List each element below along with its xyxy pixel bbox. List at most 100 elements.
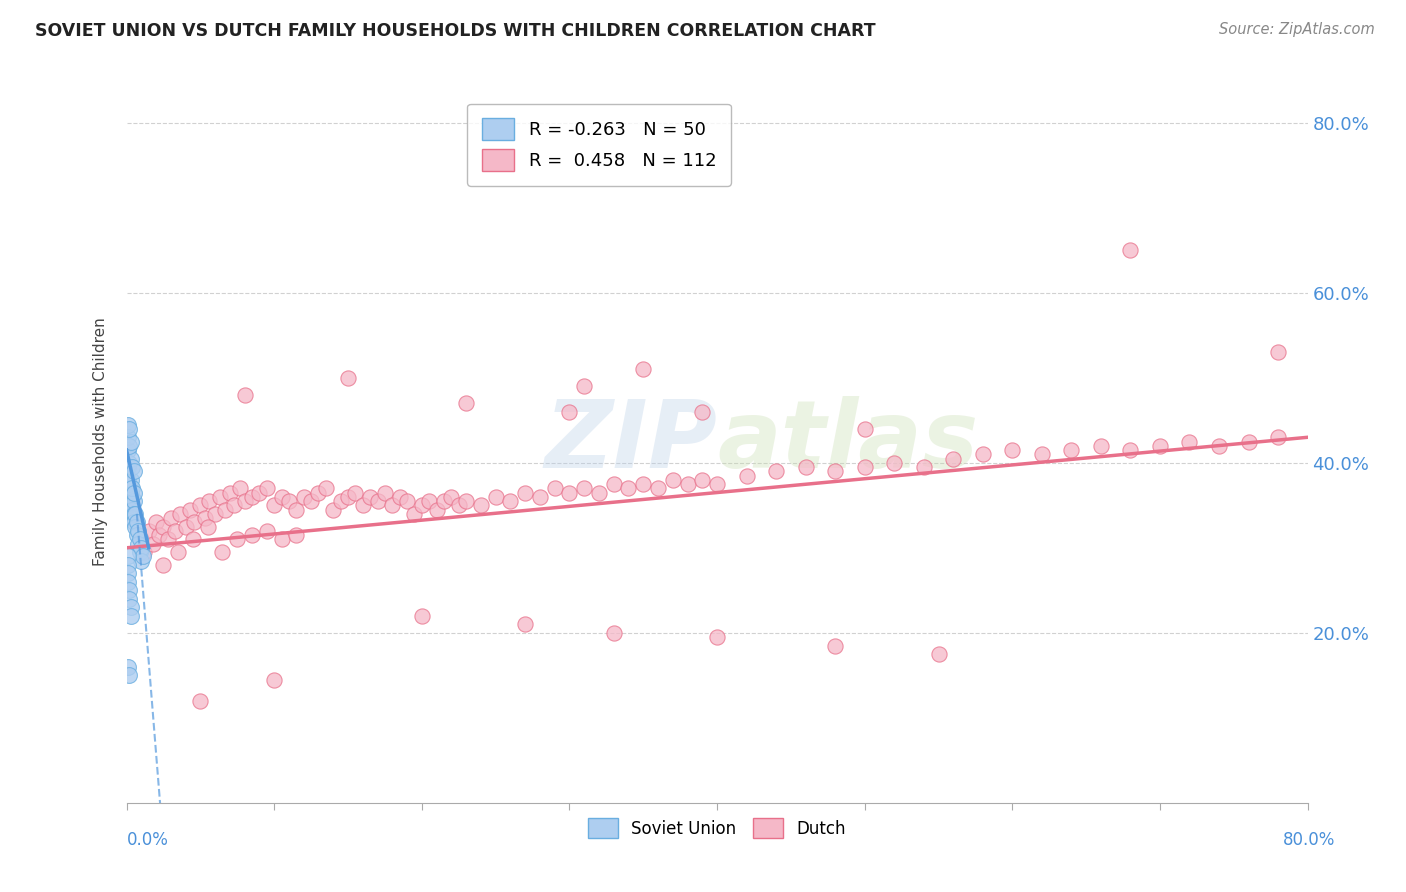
Point [263,673,285,687]
Point [1060,443,1083,458]
Point [134,545,156,559]
Point [117,460,139,475]
Point [127,524,149,538]
Point [118,498,141,512]
Point [411,498,433,512]
Point [676,477,699,491]
Point [1208,439,1230,453]
Point [121,490,143,504]
Point [270,490,292,504]
Point [883,456,905,470]
Point [1178,434,1201,449]
Point [299,494,322,508]
Point [233,388,256,402]
Point [117,494,139,508]
Point [1119,244,1142,258]
Point [120,451,142,466]
Point [118,439,141,453]
Point [515,485,537,500]
Text: Source: ZipAtlas.com: Source: ZipAtlas.com [1219,22,1375,37]
Point [121,460,143,475]
Point [329,494,352,508]
Point [692,405,714,419]
Point [122,516,145,530]
Point [499,494,522,508]
Point [240,528,263,542]
Point [120,473,142,487]
Point [229,481,252,495]
Point [122,464,145,478]
Point [152,519,174,533]
Point [256,524,278,538]
Point [181,533,204,547]
Point [211,545,233,559]
Point [278,494,301,508]
Point [1237,434,1260,449]
Point [118,456,141,470]
Point [447,498,470,512]
Point [120,608,142,623]
Point [692,473,714,487]
Point [117,473,139,487]
Point [337,371,360,385]
Point [240,490,263,504]
Point [118,583,141,598]
Point [128,533,150,547]
Point [735,468,758,483]
Text: 0.0%: 0.0% [127,831,169,849]
Point [292,490,315,504]
Point [1119,443,1142,458]
Point [233,494,256,508]
Point [120,600,142,615]
Point [160,511,183,525]
Point [183,516,205,530]
Point [456,494,478,508]
Point [208,490,231,504]
Point [122,507,145,521]
Point [152,558,174,572]
Point [1149,439,1171,453]
Point [117,558,139,572]
Text: 80.0%: 80.0% [1284,831,1336,849]
Point [404,507,426,521]
Point [633,477,655,491]
Point [125,516,148,530]
Point [824,639,846,653]
Point [129,533,153,547]
Text: atlas: atlas [717,395,979,488]
Point [647,481,669,495]
Point [118,668,141,682]
Point [574,481,596,495]
Point [138,524,160,538]
Point [197,519,219,533]
Point [167,545,190,559]
Point [337,490,360,504]
Point [148,528,170,542]
Point [367,494,389,508]
Point [124,519,146,533]
Point [374,485,396,500]
Point [433,494,456,508]
Point [617,481,640,495]
Point [117,566,139,581]
Point [972,447,994,461]
Point [198,494,221,508]
Point [824,464,846,478]
Point [344,485,367,500]
Point [322,502,344,516]
Point [285,528,308,542]
Point [214,502,236,516]
Point [359,490,381,504]
Point [125,528,148,542]
Point [127,536,149,550]
Point [129,541,153,555]
Point [121,502,143,516]
Point [425,502,447,516]
Point [117,417,139,432]
Point [169,507,191,521]
Point [120,434,142,449]
Point [118,422,141,436]
Point [396,494,419,508]
Point [122,494,145,508]
Point [122,485,145,500]
